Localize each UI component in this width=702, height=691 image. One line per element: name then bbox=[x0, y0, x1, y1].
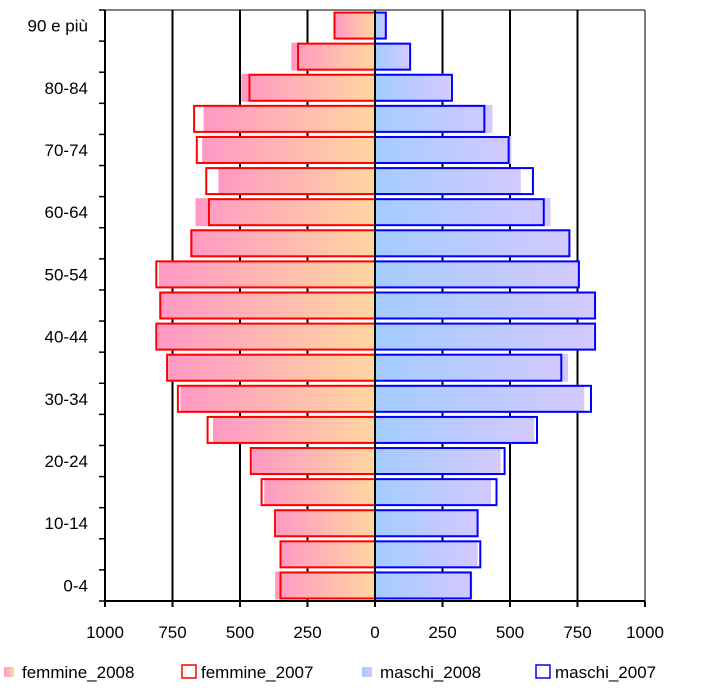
legend: femmine_2008 femmine_2007 maschi_2008 masch… bbox=[4, 663, 656, 682]
femmine-2008-bar bbox=[252, 447, 375, 476]
femmine-2008-bar bbox=[276, 509, 375, 538]
y-tick-label: 10-14 bbox=[45, 514, 88, 533]
maschi-2008-bar bbox=[375, 415, 535, 444]
maschi-2008-bar bbox=[375, 260, 581, 289]
x-tick-label: 250 bbox=[428, 623, 456, 642]
y-tick-label: 30-34 bbox=[45, 390, 88, 409]
maschi-2008-bar bbox=[375, 11, 388, 40]
maschi-2008-bar bbox=[375, 571, 473, 600]
y-tick-label: 80-84 bbox=[45, 79, 88, 98]
femmine-2008-bar bbox=[180, 384, 375, 413]
legend-swatch bbox=[535, 664, 551, 679]
maschi-2008-bar bbox=[375, 167, 521, 196]
femmine-2008-bar bbox=[334, 11, 375, 40]
legend-swatch bbox=[181, 664, 197, 679]
femmine-2008-bar bbox=[213, 415, 375, 444]
x-tick-label: 250 bbox=[293, 623, 321, 642]
maschi-2008-bar bbox=[375, 447, 501, 476]
femmine-2008-bar bbox=[195, 198, 375, 227]
femmine-2008-bar bbox=[275, 571, 375, 600]
maschi-2008-bar bbox=[375, 291, 596, 320]
legend-label: maschi_2008 bbox=[380, 663, 481, 682]
legend-swatch bbox=[4, 667, 14, 677]
maschi-2008-bar bbox=[375, 509, 478, 538]
maschi-2008-bar bbox=[375, 384, 585, 413]
femmine-2008-bar bbox=[203, 104, 375, 133]
maschi-2008-bar bbox=[375, 353, 569, 382]
femmine-2008-bar bbox=[168, 353, 375, 382]
legend-label: maschi_2007 bbox=[555, 663, 656, 682]
femmine-2008-bar bbox=[218, 167, 375, 196]
maschi-2008-bar bbox=[375, 322, 594, 351]
maschi-2008-bar bbox=[375, 540, 478, 569]
y-tick-label: 90 e più bbox=[28, 17, 89, 36]
maschi-2008-bar bbox=[375, 478, 492, 507]
femmine-2008-bar bbox=[159, 260, 375, 289]
maschi-2008-bar bbox=[375, 135, 512, 164]
x-tick-label: 1000 bbox=[86, 623, 124, 642]
legend-label: femmine_2008 bbox=[22, 663, 134, 682]
x-tick-label: 500 bbox=[496, 623, 524, 642]
y-tick-label: 60-64 bbox=[45, 203, 88, 222]
y-tick-label: 50-54 bbox=[45, 265, 88, 284]
maschi-2008-bar bbox=[375, 42, 409, 71]
maschi-2008-bar bbox=[375, 73, 451, 102]
femmine-2008-bar bbox=[241, 73, 375, 102]
legend-swatch bbox=[362, 667, 372, 677]
femmine-2008-bar bbox=[264, 478, 375, 507]
x-tick-label: 500 bbox=[226, 623, 254, 642]
femmine-2008-bar bbox=[157, 322, 375, 351]
femmine-2008-bar bbox=[159, 291, 375, 320]
femmine-2008-bar bbox=[190, 229, 375, 258]
femmine-2008-bar bbox=[202, 135, 375, 164]
y-tick-label: 70-74 bbox=[45, 141, 88, 160]
maschi-2008-bar bbox=[375, 104, 493, 133]
femmine-2008-bar bbox=[280, 540, 375, 569]
x-tick-label: 750 bbox=[158, 623, 186, 642]
axes bbox=[99, 9, 646, 607]
x-tick-labels: 1000 750 500 250 0 250 500 750 1000 bbox=[86, 623, 664, 642]
x-tick-label: 1000 bbox=[626, 623, 664, 642]
filled-bars bbox=[157, 11, 596, 600]
x-tick-label: 0 bbox=[370, 623, 379, 642]
maschi-2008-bar bbox=[375, 229, 570, 258]
y-tick-labels: 0-4 10-14 20-24 30-34 40-44 50-54 60-64 70-74 80… bbox=[28, 17, 89, 596]
x-tick-label: 750 bbox=[563, 623, 591, 642]
femmine-2008-bar bbox=[291, 42, 375, 71]
maschi-2008-bar bbox=[375, 198, 551, 227]
legend-label: femmine_2007 bbox=[201, 663, 313, 682]
y-tick-label: 20-24 bbox=[45, 452, 88, 471]
y-tick-label: 0-4 bbox=[63, 576, 88, 595]
y-tick-label: 40-44 bbox=[45, 328, 88, 347]
